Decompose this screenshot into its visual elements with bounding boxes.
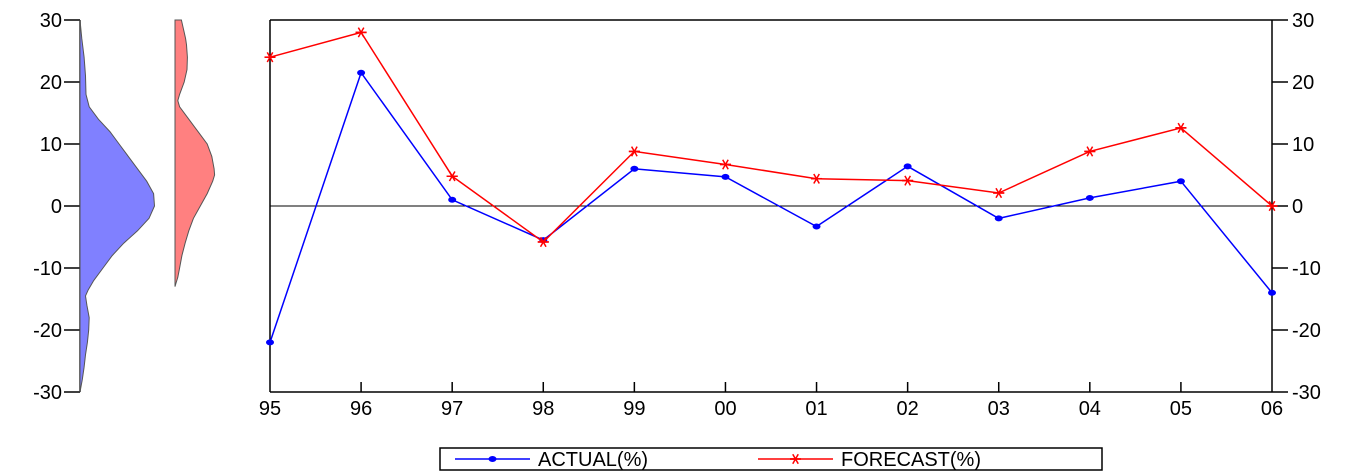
legend-label-actual: ACTUAL(%) (538, 449, 648, 471)
right-axis: 30 20 10 0 -10 -20 -30 (1272, 10, 1321, 404)
data-point-forecast (446, 171, 458, 182)
data-point-actual (357, 69, 366, 76)
data-point-forecast (719, 159, 731, 170)
legend-label-forecast: FORECAST(%) (841, 449, 981, 471)
data-point-forecast (1266, 200, 1278, 212)
legend-marker-forecast (790, 453, 801, 465)
legend: ACTUAL(%) FORECAST(%) (439, 447, 1103, 471)
x-axis-tick-label: 96 (350, 398, 372, 420)
right-axis-tick-label: 20 (1292, 72, 1314, 94)
left-axis-tick-label: -20 (33, 320, 62, 342)
left-axis-tick-label: 20 (40, 72, 62, 94)
x-axis: 95 96 97 98 99 00 01 02 03 04 05 06 (259, 382, 1283, 420)
right-axis-tick-label: -30 (1292, 382, 1321, 404)
left-axis-tick-label: -30 (33, 382, 62, 404)
right-axis-tick-label: 0 (1292, 196, 1303, 218)
left-axis-tick-label: -10 (33, 258, 62, 280)
x-axis-tick-label: 00 (714, 398, 736, 420)
left-axis-tick-label: 0 (51, 196, 62, 218)
data-point-forecast (537, 236, 549, 248)
data-point-forecast (628, 146, 640, 157)
x-axis-tick-label: 05 (1170, 398, 1192, 420)
data-point-forecast (1084, 146, 1096, 157)
x-axis-tick-label: 95 (259, 398, 281, 420)
x-axis-tick-label: 06 (1261, 398, 1283, 420)
data-point-forecast (355, 27, 367, 38)
series-layer (264, 27, 1278, 346)
right-axis-tick-label: 10 (1292, 134, 1314, 156)
distribution-panels (79, 19, 216, 393)
data-point-actual (903, 163, 912, 170)
x-axis-tick-label: 97 (441, 398, 463, 420)
data-point-actual (630, 165, 639, 172)
series-line-forecast (269, 31, 1273, 243)
legend-marker-actual (488, 456, 497, 462)
right-axis-tick-label: 30 (1292, 10, 1314, 32)
plot-frame (269, 19, 1273, 393)
series-line-actual (269, 71, 1273, 343)
data-point-forecast (993, 187, 1005, 199)
data-point-actual (721, 173, 730, 180)
data-point-actual (448, 196, 457, 203)
data-point-actual (266, 339, 274, 346)
left-axis: 30 20 10 0 -10 -20 -30 (33, 10, 81, 404)
distribution-actual (79, 19, 156, 393)
x-axis-tick-label: 98 (532, 398, 554, 420)
data-point-forecast (1175, 122, 1187, 134)
x-axis-tick-label: 01 (805, 398, 827, 420)
x-axis-tick-label: 04 (1079, 398, 1101, 420)
right-axis-tick-label: -20 (1292, 320, 1321, 342)
x-axis-tick-label: 03 (988, 398, 1010, 420)
data-point-actual (1268, 289, 1276, 296)
left-axis-tick-label: 10 (40, 134, 62, 156)
data-point-actual (994, 215, 1003, 222)
data-point-forecast (902, 175, 914, 186)
distribution-forecast (174, 19, 216, 287)
data-point-forecast (811, 173, 823, 184)
x-axis-tick-label: 99 (623, 398, 645, 420)
right-axis-tick-label: -10 (1292, 258, 1321, 280)
data-point-actual (812, 223, 821, 230)
data-point-forecast (264, 52, 276, 63)
data-point-actual (1176, 178, 1185, 185)
x-axis-tick-label: 02 (897, 398, 919, 420)
left-axis-tick-label: 30 (40, 10, 62, 32)
data-point-actual (1085, 194, 1094, 201)
